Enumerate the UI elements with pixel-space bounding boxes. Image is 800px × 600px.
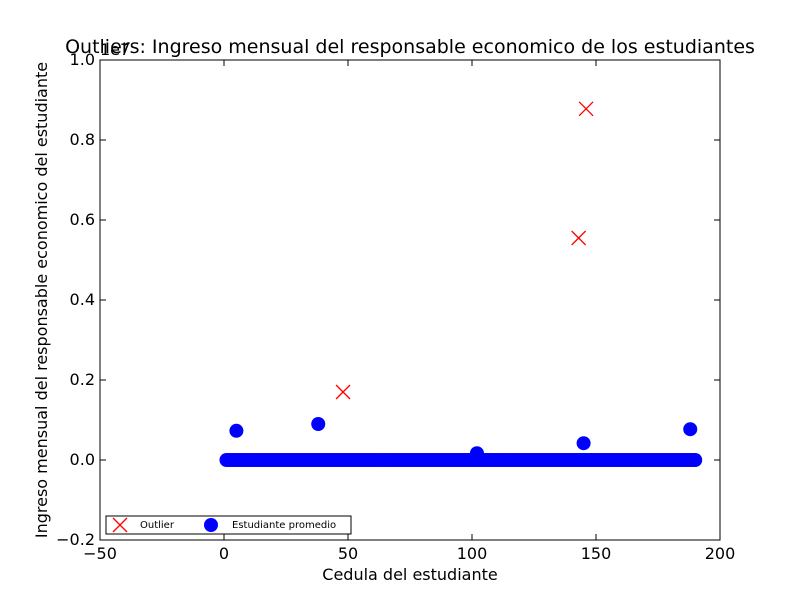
legend-outlier-label: Outlier bbox=[140, 520, 175, 531]
y-tick-label: −0.2 bbox=[56, 530, 95, 549]
x-tick-label: 100 bbox=[457, 544, 488, 563]
y-tick-label: 0.8 bbox=[70, 130, 95, 149]
outlier-stroke bbox=[571, 230, 587, 246]
point-estudiante-baseline bbox=[688, 453, 703, 467]
x-tick-label: 50 bbox=[338, 544, 358, 563]
plot-area bbox=[100, 60, 720, 540]
legend-box bbox=[105, 515, 352, 535]
legend: Outlier Estudiante promedio bbox=[105, 515, 352, 535]
x-axis-label: Cedula del estudiante bbox=[322, 565, 497, 584]
legend-outlier-marker bbox=[112, 517, 128, 533]
outlier-stroke bbox=[335, 384, 351, 400]
x-tick-label: 200 bbox=[705, 544, 736, 563]
y-tick-label: 0.6 bbox=[70, 210, 95, 229]
point-outlier bbox=[578, 101, 594, 117]
point-estudiante-promedio bbox=[576, 436, 591, 451]
point-estudiante-promedio bbox=[229, 423, 244, 438]
legend-estudiante-label: Estudiante promedio bbox=[232, 520, 336, 531]
chart-title: Outliers: Ingreso mensual del responsabl… bbox=[65, 36, 755, 58]
y-tick-label: 0.2 bbox=[70, 370, 95, 389]
point-outlier bbox=[571, 230, 587, 246]
plot-frame bbox=[99, 59, 721, 541]
outlier-stroke bbox=[578, 101, 594, 117]
point-outlier bbox=[335, 384, 351, 400]
data-marks bbox=[219, 101, 703, 467]
x-tick-label: 0 bbox=[219, 544, 229, 563]
point-estudiante-promedio bbox=[683, 422, 698, 437]
point-estudiante-promedio bbox=[311, 417, 326, 431]
y-scale-label: 1e7 bbox=[100, 40, 130, 59]
axis-ticks: −50 0 50 100 150 200 −0.2 0.0 0.2 0.4 0.6 0.8 1.0 bbox=[56, 50, 735, 563]
x-tick-label: −50 bbox=[83, 544, 117, 563]
y-axis-label: Ingreso mensual del responsable economic… bbox=[32, 62, 51, 538]
legend-estudiante-marker bbox=[204, 518, 218, 532]
point-estudiante-promedio bbox=[469, 446, 484, 461]
y-tick-label: 0.0 bbox=[70, 450, 95, 469]
y-tick-label: 1.0 bbox=[70, 50, 95, 69]
x-tick-label: 150 bbox=[581, 544, 612, 563]
y-tick-label: 0.4 bbox=[70, 290, 95, 309]
